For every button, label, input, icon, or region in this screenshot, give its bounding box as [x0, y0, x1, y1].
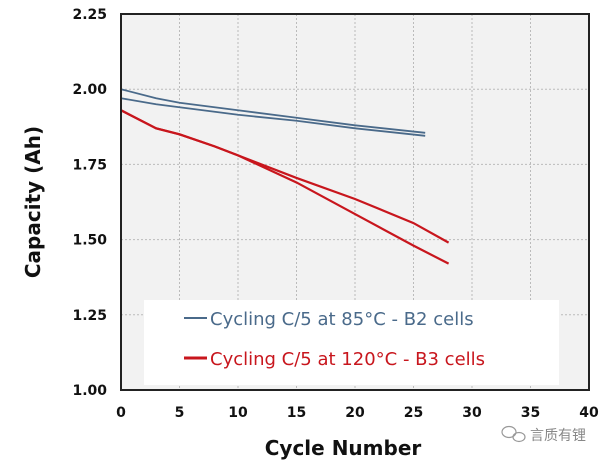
y-tick-label: 2.00 — [72, 82, 107, 98]
x-tick-label: 30 — [462, 405, 482, 421]
y-axis-label: Capacity (Ah) — [21, 126, 45, 278]
x-tick-label: 35 — [521, 405, 540, 421]
x-axis-label: Cycle Number — [265, 436, 422, 460]
y-tick-label: 2.25 — [72, 7, 107, 23]
x-tick-label: 20 — [345, 405, 365, 421]
x-tick-label: 15 — [287, 405, 306, 421]
series-line-3 — [120, 109, 450, 265]
x-tick-label: 5 — [175, 405, 185, 421]
y-tick-label: 1.75 — [72, 157, 107, 173]
wechat-icon — [501, 425, 526, 443]
legend-box — [144, 300, 559, 385]
legend-label-b3: Cycling C/5 at 120°C - B3 cells — [210, 349, 485, 370]
x-tick-label: 0 — [116, 405, 126, 421]
series-line-0 — [120, 88, 426, 134]
y-tick-label: 1.50 — [72, 233, 107, 249]
y-tick-label: 1.25 — [72, 308, 107, 324]
y-tick-label: 1.00 — [72, 383, 107, 399]
x-tick-label: 10 — [228, 405, 248, 421]
series-line-1 — [120, 97, 426, 137]
watermark-text: 言质有锂 — [530, 428, 586, 444]
legend-label-b2: Cycling C/5 at 85°C - B2 cells — [210, 309, 474, 330]
x-tick-label: 40 — [579, 405, 599, 421]
x-tick-label: 25 — [404, 405, 423, 421]
plot-border — [120, 13, 590, 391]
